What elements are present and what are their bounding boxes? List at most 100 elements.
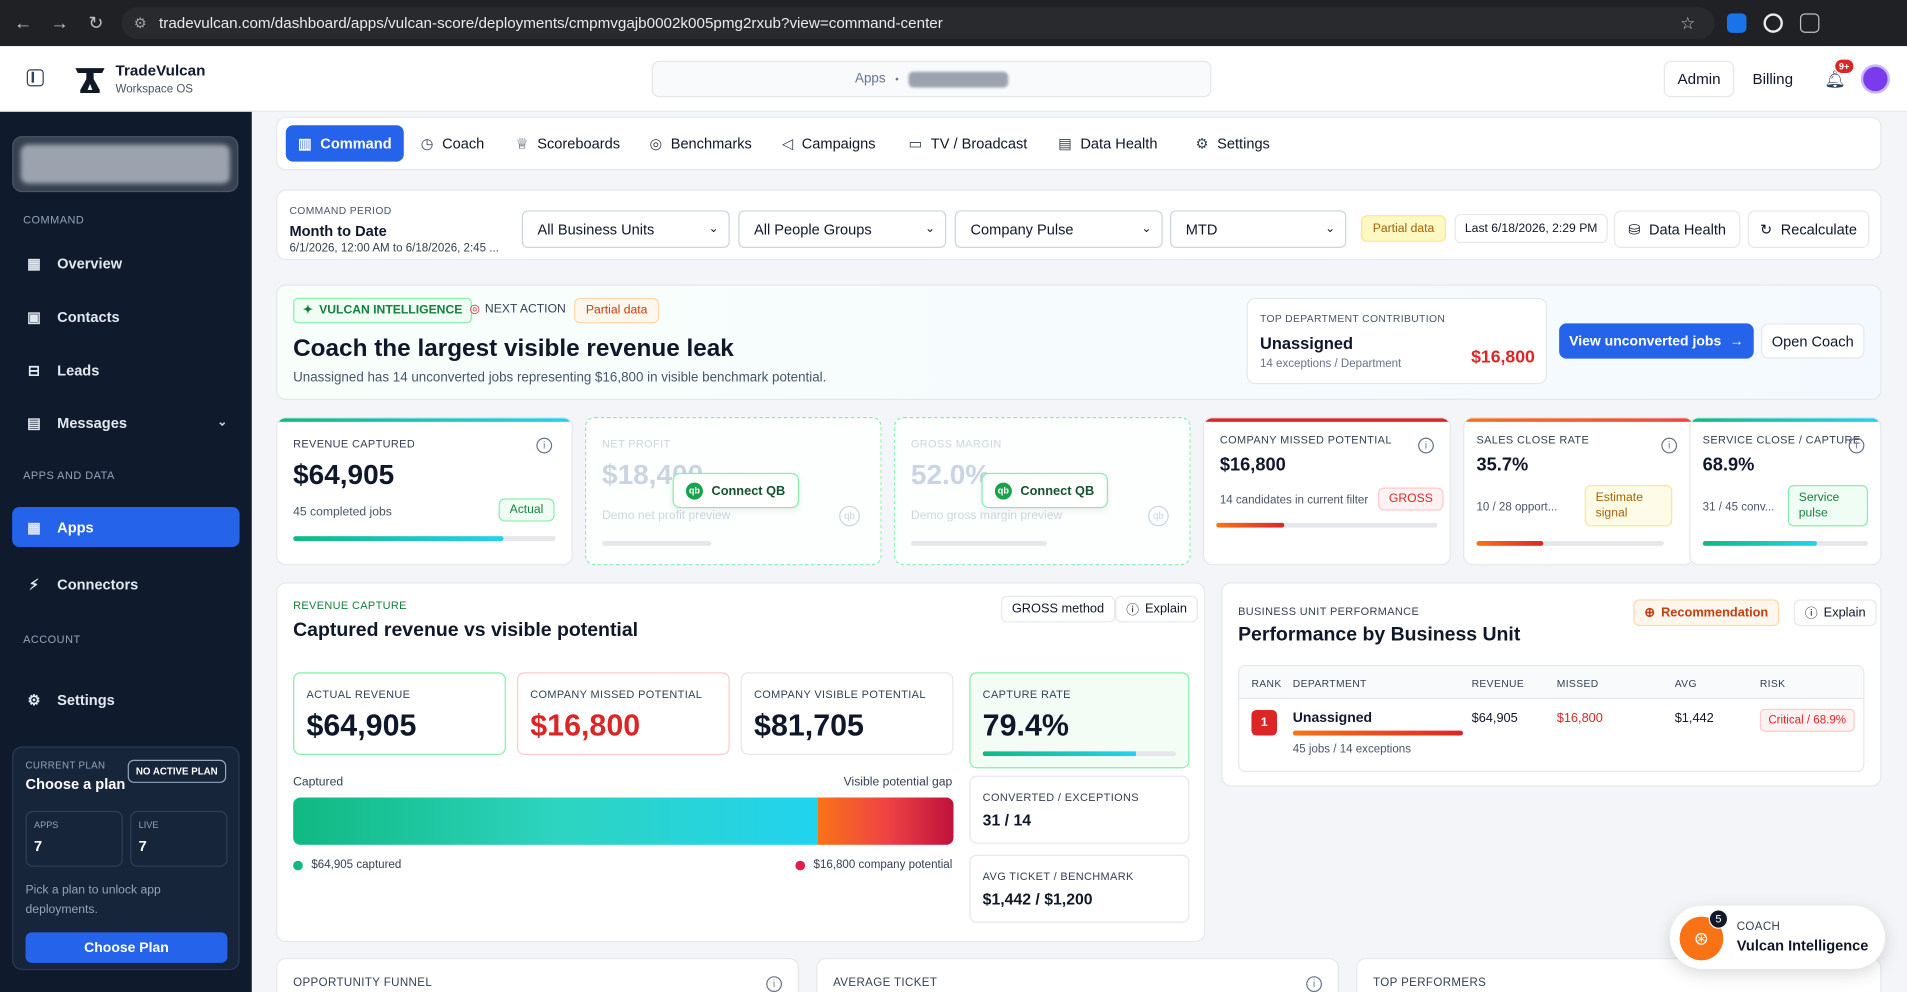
extension-icon[interactable] xyxy=(1726,13,1747,33)
progress-fill xyxy=(1216,522,1285,528)
sidebar-item-connectors[interactable]: ⚡︎ Connectors xyxy=(12,564,239,604)
box-label: CONVERTED / EXCEPTIONS xyxy=(982,791,1139,804)
sidebar-item-contacts[interactable]: ▣ Contacts xyxy=(12,297,239,337)
coach-widget[interactable]: ⊛ 5 COACH Vulcan Intelligence xyxy=(1669,905,1886,969)
avg-ticket-box: AVG TICKET / BENCHMARK $1,442 / $1,200 xyxy=(969,854,1190,923)
explain-button[interactable]: ⓘ Explain xyxy=(1793,599,1877,627)
info-icon[interactable]: i xyxy=(1418,437,1434,454)
sidebar-item-settings[interactable]: ⚙ Settings xyxy=(12,680,239,720)
recommendation-button[interactable]: ⊕ Recommendation xyxy=(1633,599,1780,627)
open-coach-button[interactable]: Open Coach xyxy=(1761,323,1865,359)
sidebar-item-overview[interactable]: ▦ Overview xyxy=(12,243,239,283)
view-unconverted-jobs-button[interactable]: View unconverted jobs → xyxy=(1559,323,1754,359)
database-icon: ⛁ xyxy=(1628,220,1641,238)
extension-icon[interactable] xyxy=(1763,13,1783,33)
target-icon: ◎ xyxy=(649,134,663,152)
section-label: TOP PERFORMERS xyxy=(1373,976,1487,990)
coach-label: COACH xyxy=(1736,920,1781,934)
opportunity-funnel-card: OPPORTUNITY FUNNEL i xyxy=(276,957,800,992)
sidebar-section-account: ACCOUNT xyxy=(23,633,81,646)
inbox-icon: ⊟ xyxy=(27,361,41,379)
no-active-plan-badge: NO ACTIVE PLAN xyxy=(127,759,227,783)
info-icon: ⓘ xyxy=(1804,606,1818,621)
chevron-down-icon[interactable]: ⌄ xyxy=(217,415,228,430)
tab-campaigns[interactable]: ◁ Campaigns xyxy=(770,125,888,161)
info-icon[interactable]: i xyxy=(536,437,553,454)
intel-title: Coach the largest visible revenue leak xyxy=(293,335,734,363)
sidebar: COMMAND ▦ Overview ▣ Contacts ⊟ Leads ▤ … xyxy=(0,111,252,992)
redacted-workspace-selector[interactable] xyxy=(12,136,239,193)
tab-tv-broadcast[interactable]: ▭ TV / Broadcast xyxy=(896,125,1039,161)
extensions-puzzle-icon[interactable] xyxy=(1799,13,1820,33)
sales-close-rate-card[interactable]: SALES CLOSE RATE 35.7% 10 / 28 opport...… xyxy=(1463,416,1695,566)
apps-count-tile: APPS 7 xyxy=(25,810,123,867)
admin-button[interactable]: Admin xyxy=(1663,60,1735,98)
apps-separator: • xyxy=(895,73,899,85)
revenue-captured-card[interactable]: REVENUE CAPTURED $64,905 45 completed jo… xyxy=(276,416,573,566)
bookmark-star-icon[interactable]: ☆ xyxy=(1680,12,1696,33)
people-group-select[interactable]: All People Groups ⌄ xyxy=(738,210,947,249)
app-switcher[interactable]: Apps • xyxy=(651,60,1212,98)
tab-coach[interactable]: ◷ Coach xyxy=(409,125,497,161)
info-icon[interactable]: i xyxy=(1661,437,1678,454)
plan-description: Pick a plan to unlock app deployments. xyxy=(25,883,161,917)
progress-fill xyxy=(1476,540,1544,546)
connect-qb-button[interactable]: qb Connect QB xyxy=(981,472,1108,509)
gap-segment xyxy=(817,797,954,845)
pulse-select[interactable]: Company Pulse ⌄ xyxy=(954,210,1163,249)
forward-icon[interactable]: → xyxy=(50,12,69,34)
range-select[interactable]: MTD ⌄ xyxy=(1169,210,1347,249)
bar-right-label: Visible potential gap xyxy=(843,775,953,789)
info-icon[interactable]: i xyxy=(1306,976,1322,992)
choose-plan-button[interactable]: Choose Plan xyxy=(25,932,228,963)
top-department-name: Unassigned xyxy=(1259,334,1354,353)
net-profit-card: NET PROFIT $18,400 Demo net profit previ… xyxy=(584,416,882,566)
tab-scoreboards[interactable]: ♕ Scoreboards xyxy=(504,125,633,161)
sidebar-item-apps[interactable]: ▦ Apps xyxy=(12,506,240,548)
sidebar-item-leads[interactable]: ⊟ Leads xyxy=(12,350,239,390)
rank-badge: 1 xyxy=(1251,709,1277,736)
table-header: RANK DEPARTMENT REVENUE MISSED AVG RISK xyxy=(1239,666,1864,700)
quickbooks-icon: qb xyxy=(1148,505,1169,527)
address-bar[interactable]: ⚙ tradevulcan.com/dashboard/apps/vulcan-… xyxy=(121,7,1715,39)
url-text[interactable]: tradevulcan.com/dashboard/apps/vulcan-sc… xyxy=(159,14,943,32)
chevron-down-icon: ⌄ xyxy=(925,222,936,236)
avatar[interactable] xyxy=(1860,64,1890,94)
billing-link[interactable]: Billing xyxy=(1752,70,1794,88)
sidebar-item-label: Apps xyxy=(57,518,94,536)
company-visible-box: COMPANY VISIBLE POTENTIAL $81,705 xyxy=(740,672,954,755)
gear-icon: ⚙ xyxy=(1195,134,1209,152)
company-missed-potential-card[interactable]: COMPANY MISSED POTENTIAL $16,800 14 cand… xyxy=(1202,416,1451,566)
sidebar-item-label: Overview xyxy=(57,254,123,272)
explain-button[interactable]: ⓘ Explain xyxy=(1115,595,1198,623)
brand: TradeVulcan Workspace OS xyxy=(116,62,206,96)
service-close-card[interactable]: SERVICE CLOSE / CAPTURE 68.9% 31 / 45 co… xyxy=(1689,416,1882,566)
card-accent xyxy=(1690,418,1881,422)
box-value: 31 / 14 xyxy=(982,810,1032,830)
service-close-progress xyxy=(1702,540,1869,546)
gross-method-button[interactable]: GROSS method xyxy=(1000,595,1116,623)
revenue-progress xyxy=(293,536,556,541)
site-info-icon[interactable]: ⚙ xyxy=(133,14,147,32)
bell-icon[interactable]: 🔔︎ xyxy=(1824,69,1846,89)
sidebar-section-command: COMMAND xyxy=(23,213,85,227)
sidebar-toggle-icon[interactable] xyxy=(26,69,44,87)
apps-grid-icon: ▦ xyxy=(27,518,41,536)
metric-value: 35.7% xyxy=(1476,454,1529,476)
tab-command[interactable]: ▥ Command xyxy=(285,125,404,162)
tab-data-health[interactable]: ▤ Data Health xyxy=(1046,125,1170,161)
reload-icon[interactable]: ↻ xyxy=(88,13,104,35)
back-icon[interactable]: ← xyxy=(13,12,33,34)
data-health-button[interactable]: ⛁ Data Health xyxy=(1613,210,1741,249)
metric-sub: 10 / 28 opport... xyxy=(1476,500,1558,515)
connect-qb-button[interactable]: qb Connect QB xyxy=(672,472,799,509)
sidebar-item-messages[interactable]: ▤ Messages ⌄ xyxy=(12,402,239,442)
tab-benchmarks[interactable]: ◎ Benchmarks xyxy=(637,125,764,161)
select-value: Company Pulse xyxy=(970,220,1074,238)
info-icon[interactable]: i xyxy=(766,976,783,992)
business-unit-select[interactable]: All Business Units ⌄ xyxy=(521,210,730,249)
tab-settings[interactable]: ⚙ Settings xyxy=(1183,125,1282,161)
recalculate-button[interactable]: ↻ Recalculate xyxy=(1747,210,1870,249)
period-label: COMMAND PERIOD xyxy=(289,204,392,217)
info-icon[interactable]: i xyxy=(1848,437,1865,454)
